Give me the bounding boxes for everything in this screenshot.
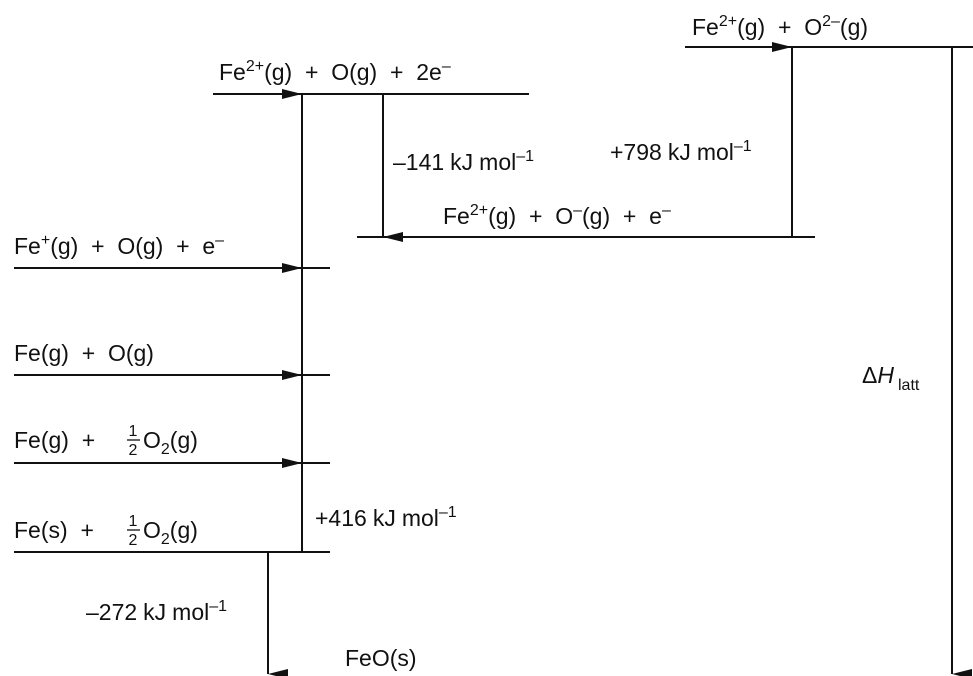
svg-text:Fe(g) +: Fe(g) + <box>14 427 95 453</box>
level-label-feplus-o-e: Fe+(g) + O(g) + e– <box>14 232 224 259</box>
fraction-denominator: 2 <box>129 532 138 549</box>
level-label-fes-halfo2: Fe(s) + 1 2 O2(g) <box>14 513 198 549</box>
level-label-fe2-ominus-e: Fe2+(g) + O–(g) + e– <box>443 202 671 229</box>
product-label: FeO(s) <box>345 645 417 671</box>
svg-text:O2(g): O2(g) <box>143 517 198 548</box>
lattice-enthalpy-label: ΔH latt <box>862 362 920 394</box>
level-label-fe2-o2minus: Fe2+(g) + O2–(g) <box>692 13 868 40</box>
fraction-numerator: 1 <box>129 423 138 440</box>
svg-text:O2(g): O2(g) <box>143 427 198 458</box>
svg-text:Fe(s) +: Fe(s) + <box>14 517 94 543</box>
level-label-feg-halfo2: Fe(g) + 1 2 O2(g) <box>14 423 198 459</box>
level-label-fe2-o-2e: Fe2+(g) + O(g) + 2e– <box>219 58 451 85</box>
energy-label-plus798: +798 kJ mol–1 <box>610 138 752 165</box>
level-label-fe-o: Fe(g) + O(g) <box>14 340 154 366</box>
energy-label-minus272: –272 kJ mol–1 <box>86 598 227 625</box>
fraction-denominator: 2 <box>129 442 138 459</box>
energy-label-minus141: –141 kJ mol–1 <box>393 148 534 175</box>
fraction-numerator: 1 <box>129 513 138 530</box>
energy-label-plus416: +416 kJ mol–1 <box>315 504 457 531</box>
